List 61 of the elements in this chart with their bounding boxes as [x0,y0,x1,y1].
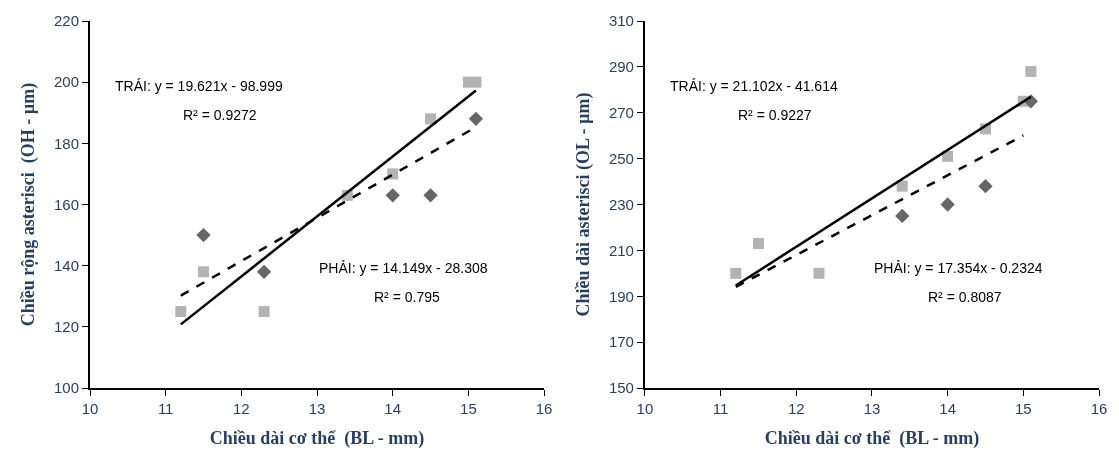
point [942,150,954,162]
y-tick-label: 270 [608,104,634,121]
point [425,113,437,125]
annotation: R² = 0.9227 [738,107,812,123]
annotation: R² = 0.795 [374,289,440,305]
point [752,237,764,249]
y-tick-label: 120 [53,318,79,336]
x-tick-label: 16 [535,400,553,417]
x-tick-label: 12 [233,400,250,417]
point [256,264,272,279]
x-tick-label: 14 [939,400,956,417]
x-axis-title: Chiều dài cơ thể (BL - mm) [209,427,425,449]
y-tick-label: 220 [53,12,79,30]
y-tick-label: 230 [608,195,634,213]
x-tick-label: 15 [1014,400,1032,417]
point [978,179,993,194]
y-tick-label: 190 [608,287,634,305]
point [940,197,955,212]
annotation: TRÁI: y = 21.102x - 41.614 [670,78,838,94]
y-tick-label: 250 [608,149,634,167]
y-tick-label: 210 [608,241,634,259]
y-axis-title: Chiều rộng asterisci (OH - µm) [17,82,39,327]
x-axis-title: Chiều dài cơ thể (BL - mm) [764,427,980,449]
x-tick-label: 13 [308,400,326,417]
y-axis-title: Chiều dài asterisci (OL - µm) [572,92,594,317]
x-tick-label: 11 [157,400,174,417]
x-tick-label: 13 [863,400,881,417]
x-tick-label: 10 [81,400,99,417]
annotation: R² = 0.8087 [928,289,1002,305]
point [813,267,825,279]
point [896,180,908,192]
y-tick-label: 200 [53,73,79,91]
x-tick-label: 10 [636,400,654,417]
annotation: PHẢI: y = 14.149x - 28.308 [319,260,488,276]
y-tick-label: 100 [53,379,79,397]
annotation: PHẢI: y = 17.354x - 0.2324 [874,260,1043,276]
y-tick-label: 170 [608,333,634,351]
point [385,188,400,203]
y-tick-label: 150 [608,379,634,397]
annotation: TRÁI: y = 19.621x - 98.999 [115,78,283,94]
x-tick-label: 12 [787,400,805,417]
annotation: R² = 0.9272 [183,107,257,123]
point [423,188,438,203]
point [258,306,270,318]
x-tick-label: 16 [1090,400,1108,417]
point [198,266,210,278]
y-tick-label: 180 [53,134,79,152]
x-tick-label: 11 [712,400,729,417]
y-tick-label: 160 [53,195,79,213]
point [175,306,187,318]
y-tick-label: 290 [608,58,634,76]
y-tick-label: 310 [608,12,634,30]
point [196,227,211,243]
point [730,267,742,279]
point [895,208,910,224]
x-tick-label: 14 [384,400,402,417]
point [468,111,484,127]
point [1025,65,1037,77]
x-tick-label: 15 [460,400,477,417]
point [470,76,482,88]
y-tick-label: 140 [53,256,79,274]
